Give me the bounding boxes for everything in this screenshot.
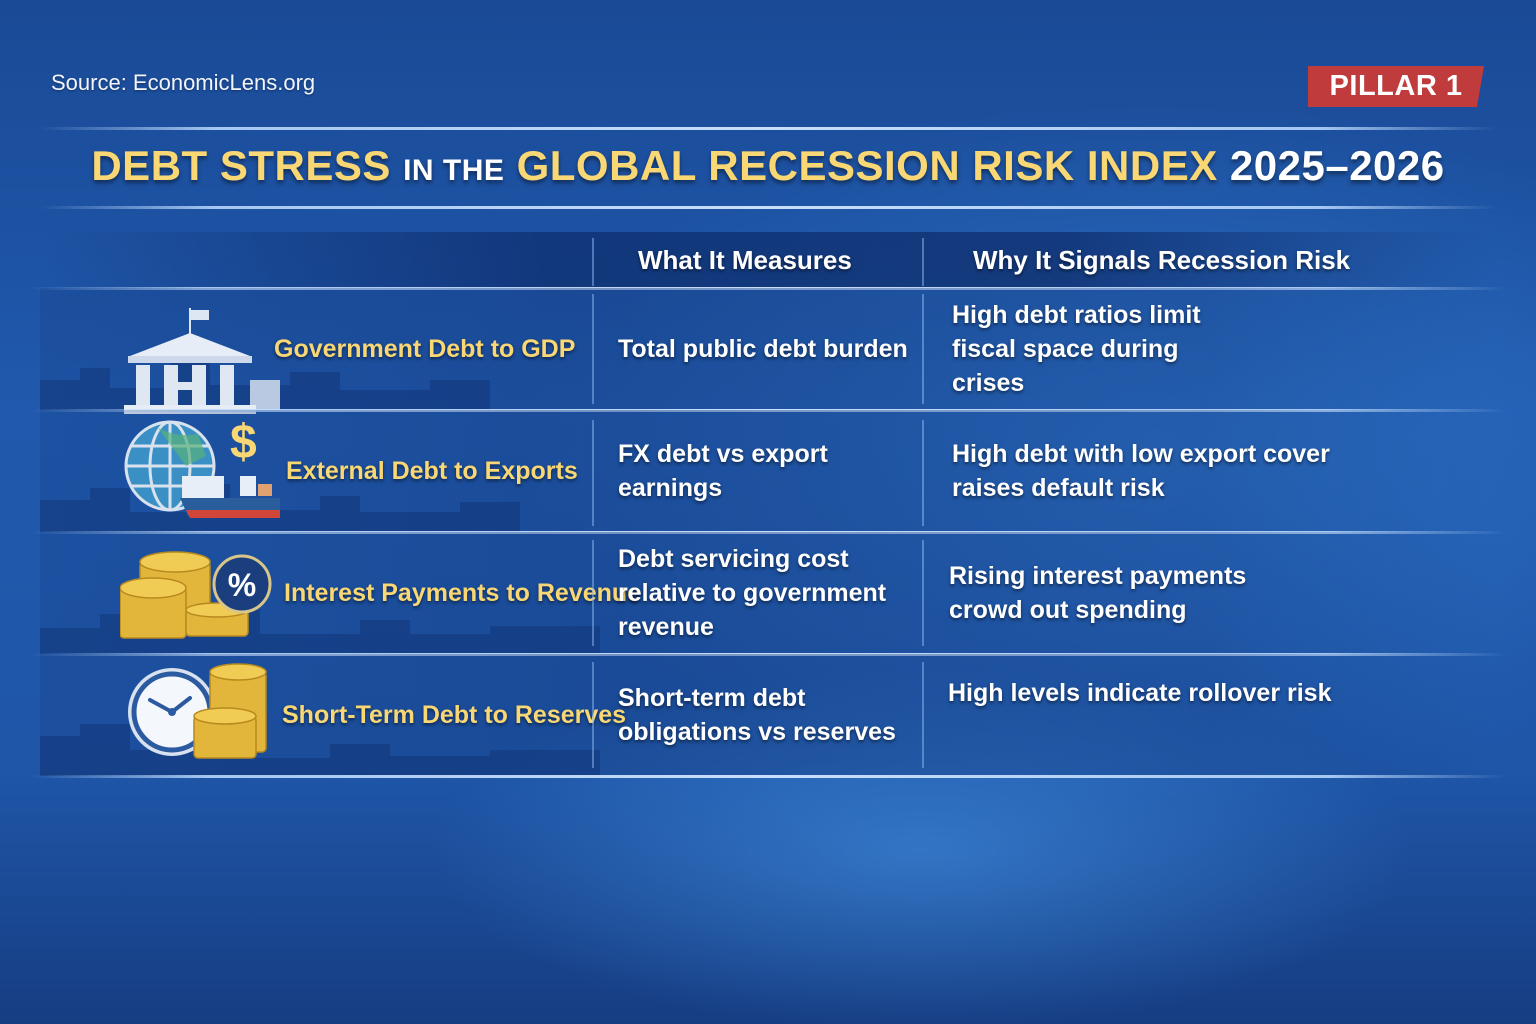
table-row: $ External Debt to Exports FX debt vs ex… [30, 410, 1506, 534]
svg-text:$: $ [230, 418, 257, 469]
measures-cell: Total public debt burden [618, 335, 908, 363]
why-cell: High levels indicate rollover risk [948, 679, 1332, 707]
metric-label: Government Debt to GDP [274, 334, 576, 363]
svg-text:%: % [228, 567, 256, 603]
title-debt-stress: Debt Stress [91, 142, 391, 189]
table-row: Short-Term Debt to Reserves Short-term d… [30, 654, 1506, 778]
why-cell: Rising interest payments crowd out spend… [949, 562, 1247, 624]
divider [40, 206, 1496, 209]
title-connector: in the [403, 154, 505, 187]
title-index-name: Global Recession Risk Index [516, 142, 1218, 189]
table-row: Government Debt to GDP Total public debt… [30, 288, 1506, 414]
indicator-table: What It Measures Why It Signals Recessio… [30, 232, 1506, 778]
table-header: What It Measures Why It Signals Recessio… [30, 232, 1506, 290]
table-row: % Interest Payments to Revenue Debt serv… [30, 532, 1506, 656]
skyline-decoration [40, 724, 600, 776]
measures-cell: Short-term debt obligations vs reserves [618, 684, 896, 746]
clock-coins-icon [128, 663, 267, 759]
globe-cargo-ship-icon: $ [124, 418, 280, 518]
metric-label: External Debt to Exports [286, 456, 578, 485]
coins-percent-icon: % [120, 551, 272, 639]
why-cell: High debt ratios limit fiscal space duri… [952, 301, 1201, 397]
measures-cell: Debt servicing cost relative to governme… [618, 545, 887, 641]
metric-label: Interest Payments to Revenue [284, 578, 642, 607]
government-building-icon [124, 308, 280, 414]
title-years: 2025–2026 [1229, 142, 1445, 189]
measures-cell: FX debt vs export earnings [618, 440, 828, 502]
divider [40, 127, 1496, 130]
metric-label: Short-Term Debt to Reserves [282, 700, 627, 729]
skyline-decoration [40, 610, 600, 654]
pillar-badge: PILLAR 1 [1308, 66, 1484, 107]
why-cell: High debt with low export cover raises d… [952, 440, 1330, 502]
page-title: Debt Stress in the Global Recession Risk… [0, 142, 1536, 190]
header-what-it-measures: What It Measures [638, 244, 852, 275]
source-credit: Source: EconomicLens.org [51, 70, 316, 95]
skyline-decoration [40, 484, 520, 532]
header-why-it-signals: Why It Signals Recession Risk [973, 244, 1351, 275]
